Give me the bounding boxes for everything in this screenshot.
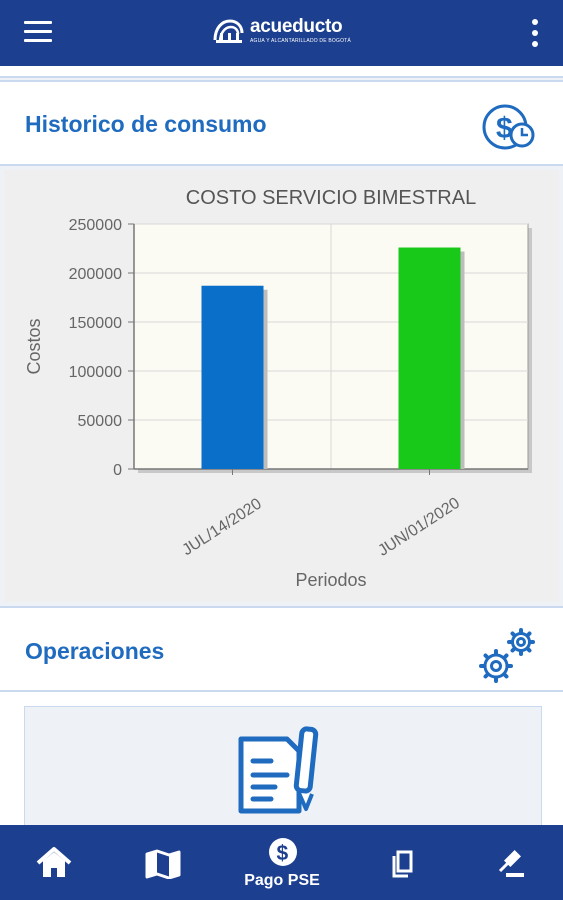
nav-pago-pse-label: Pago PSE: [244, 872, 320, 889]
bar: [398, 247, 461, 469]
svg-text:$: $: [277, 842, 289, 865]
nav-copy[interactable]: [362, 825, 442, 900]
nav-map[interactable]: [123, 825, 203, 900]
y-tick-label: 0: [113, 462, 122, 479]
nav-gavel[interactable]: [470, 825, 550, 900]
y-tick-label: 150000: [69, 315, 122, 332]
top-spacer: [0, 66, 563, 78]
document-pen-icon: [238, 726, 319, 814]
bottom-nav: $ Pago PSE: [0, 825, 563, 900]
x-axis-label: Periodos: [295, 570, 366, 590]
gavel-icon: [498, 850, 524, 877]
chart-title: COSTO SERVICIO BIMESTRAL: [186, 187, 476, 209]
copy-icon: [392, 850, 413, 878]
historico-title: Historico de consumo: [25, 111, 267, 137]
app-bar: acueducto AGUA Y ALCANTARILLADO DE BOGOT…: [0, 0, 563, 66]
operaciones-title: Operaciones: [25, 638, 165, 664]
bar: [201, 285, 264, 469]
y-tick-label: 250000: [69, 217, 122, 234]
y-axis-label: Costos: [24, 318, 44, 374]
nav-home[interactable]: [14, 825, 94, 900]
operaciones-header: Operaciones: [0, 606, 563, 692]
brand-subtitle: AGUA Y ALCANTARILLADO DE BOGOTÁ: [250, 38, 351, 44]
x-tick-label: JUL/14/2020: [179, 495, 264, 559]
brand-logo: acueducto AGUA Y ALCANTARILLADO DE BOGOT…: [212, 16, 362, 50]
gears-icon: [479, 628, 535, 683]
map-icon: [145, 849, 181, 879]
nav-pago-pse[interactable]: $ Pago PSE: [242, 825, 322, 900]
operation-card[interactable]: [24, 706, 542, 836]
y-tick-label: 50000: [78, 413, 123, 430]
overflow-menu-icon[interactable]: [527, 19, 543, 47]
svg-text:$: $: [496, 112, 513, 145]
x-tick-label: JUN/01/2020: [375, 495, 463, 560]
historico-header: Historico de consumo $: [0, 80, 563, 166]
dollar-circle-icon: $: [269, 838, 297, 866]
menu-icon[interactable]: [24, 21, 52, 43]
y-tick-label: 200000: [69, 266, 122, 283]
brand-name: acueducto: [250, 16, 343, 37]
dollar-clock-icon: $: [482, 104, 535, 150]
home-icon: [36, 847, 72, 877]
cost-chart: COSTO SERVICIO BIMESTRAL 0 50000 100000 1500…: [4, 170, 559, 602]
chart-svg: COSTO SERVICIO BIMESTRAL 0 50000 100000 1500…: [24, 187, 532, 590]
acueducto-logo-icon: [213, 19, 244, 43]
y-tick-label: 100000: [69, 364, 122, 381]
